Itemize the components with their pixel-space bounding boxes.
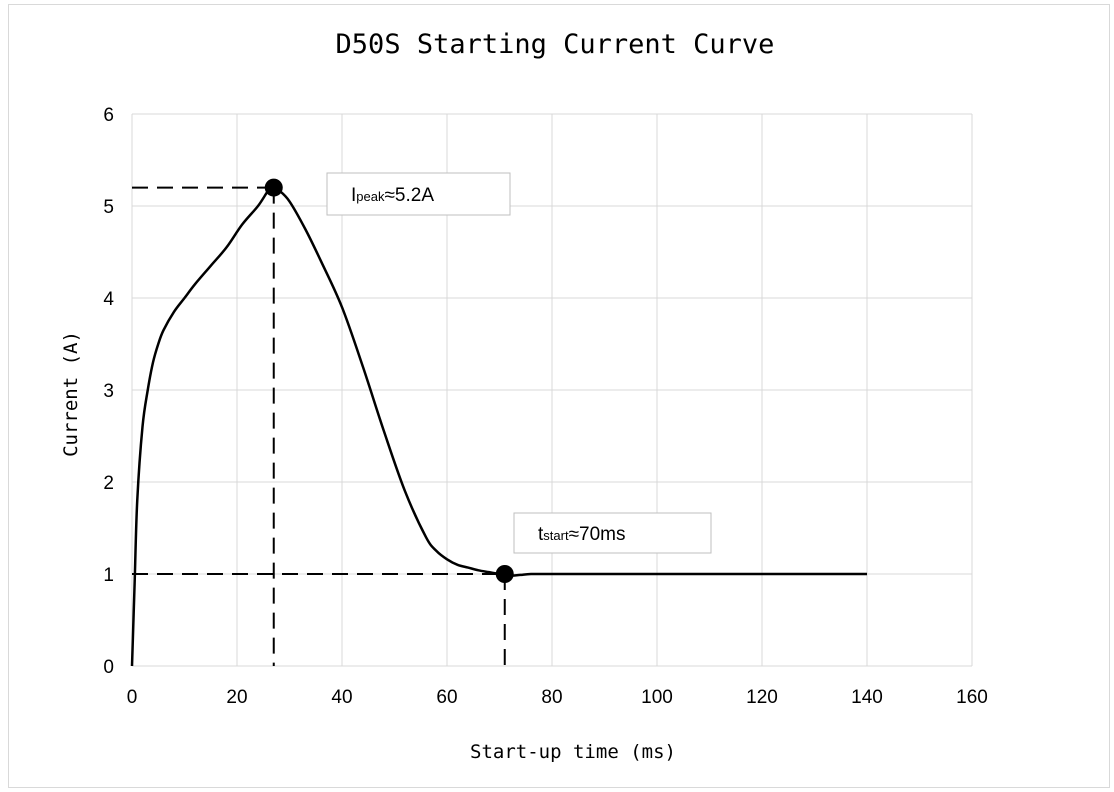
x-tick-label: 160 bbox=[956, 687, 988, 708]
point-marker bbox=[495, 565, 514, 583]
y-tick-label: 4 bbox=[103, 289, 114, 310]
annotation-label: Ipeak≈5.2A bbox=[351, 185, 434, 206]
reference-lines bbox=[132, 186, 506, 666]
y-tick-label: 2 bbox=[103, 473, 114, 494]
annotations: Ipeak≈5.2A tstart≈70ms bbox=[264, 172, 712, 583]
annotation-box bbox=[513, 512, 712, 554]
x-tick-label: 120 bbox=[746, 687, 778, 708]
y-tick-label: 0 bbox=[103, 657, 114, 678]
annotation-label: tstart≈70ms bbox=[538, 524, 625, 545]
chart-frame: Ipeak≈5.2A tstart≈70ms 0 20 40 60 80 100 120 140… bbox=[8, 4, 1110, 788]
y-axis-title: Current (A) bbox=[60, 331, 82, 457]
y-tick-label: 6 bbox=[103, 105, 114, 126]
series-line bbox=[130, 186, 867, 667]
tick-labels: 0 20 40 60 80 100 120 140 160 0 1 2 3 4 5 6 bbox=[103, 105, 987, 708]
chart-title: D50S Starting Current Curve bbox=[336, 29, 775, 60]
x-tick-label: 40 bbox=[331, 687, 352, 708]
grid bbox=[131, 113, 973, 667]
annotation-box bbox=[326, 172, 511, 216]
x-tick-label: 80 bbox=[541, 687, 562, 708]
x-tick-label: 140 bbox=[851, 687, 883, 708]
x-tick-label: 100 bbox=[641, 687, 673, 708]
y-tick-label: 5 bbox=[103, 197, 114, 218]
x-tick-label: 20 bbox=[226, 687, 247, 708]
point-marker bbox=[264, 178, 283, 197]
y-tick-label: 1 bbox=[103, 565, 114, 586]
x-tick-label: 0 bbox=[127, 687, 138, 708]
x-tick-label: 60 bbox=[436, 687, 457, 708]
y-tick-label: 3 bbox=[103, 381, 114, 402]
x-axis-title: Start-up time (ms) bbox=[470, 741, 676, 763]
series-group bbox=[130, 186, 867, 667]
